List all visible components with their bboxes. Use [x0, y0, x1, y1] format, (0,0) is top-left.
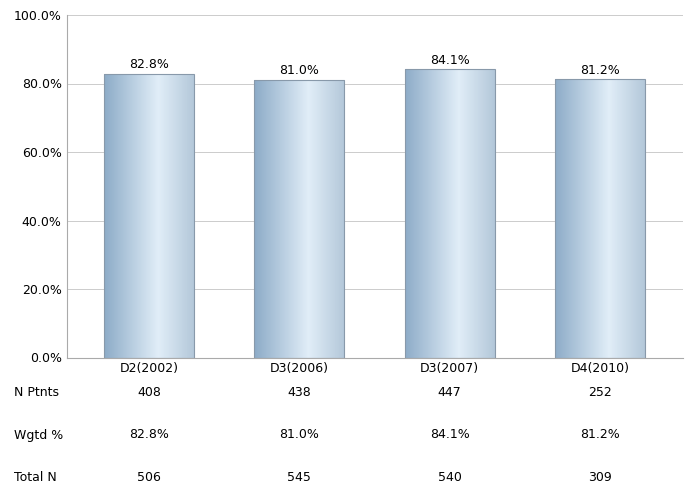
Bar — [104, 74, 194, 358]
Text: 81.2%: 81.2% — [580, 428, 620, 442]
Text: 540: 540 — [438, 471, 461, 484]
Text: 408: 408 — [137, 386, 161, 399]
Text: Wgtd %: Wgtd % — [14, 428, 63, 442]
Text: Total N: Total N — [14, 471, 57, 484]
Text: 309: 309 — [588, 471, 612, 484]
Text: 438: 438 — [288, 386, 312, 399]
Bar — [405, 70, 495, 358]
Text: 82.8%: 82.8% — [130, 58, 169, 71]
Text: 506: 506 — [137, 471, 161, 484]
Text: 81.0%: 81.0% — [279, 428, 319, 442]
Text: 81.0%: 81.0% — [279, 64, 319, 78]
Bar — [254, 80, 344, 357]
Text: 447: 447 — [438, 386, 461, 399]
Text: 545: 545 — [288, 471, 312, 484]
Text: 82.8%: 82.8% — [130, 428, 169, 442]
Text: 84.1%: 84.1% — [430, 54, 470, 66]
Text: 81.2%: 81.2% — [580, 64, 620, 76]
Text: 252: 252 — [588, 386, 612, 399]
Text: 84.1%: 84.1% — [430, 428, 470, 442]
Bar — [555, 80, 645, 357]
Text: N Ptnts: N Ptnts — [14, 386, 59, 399]
